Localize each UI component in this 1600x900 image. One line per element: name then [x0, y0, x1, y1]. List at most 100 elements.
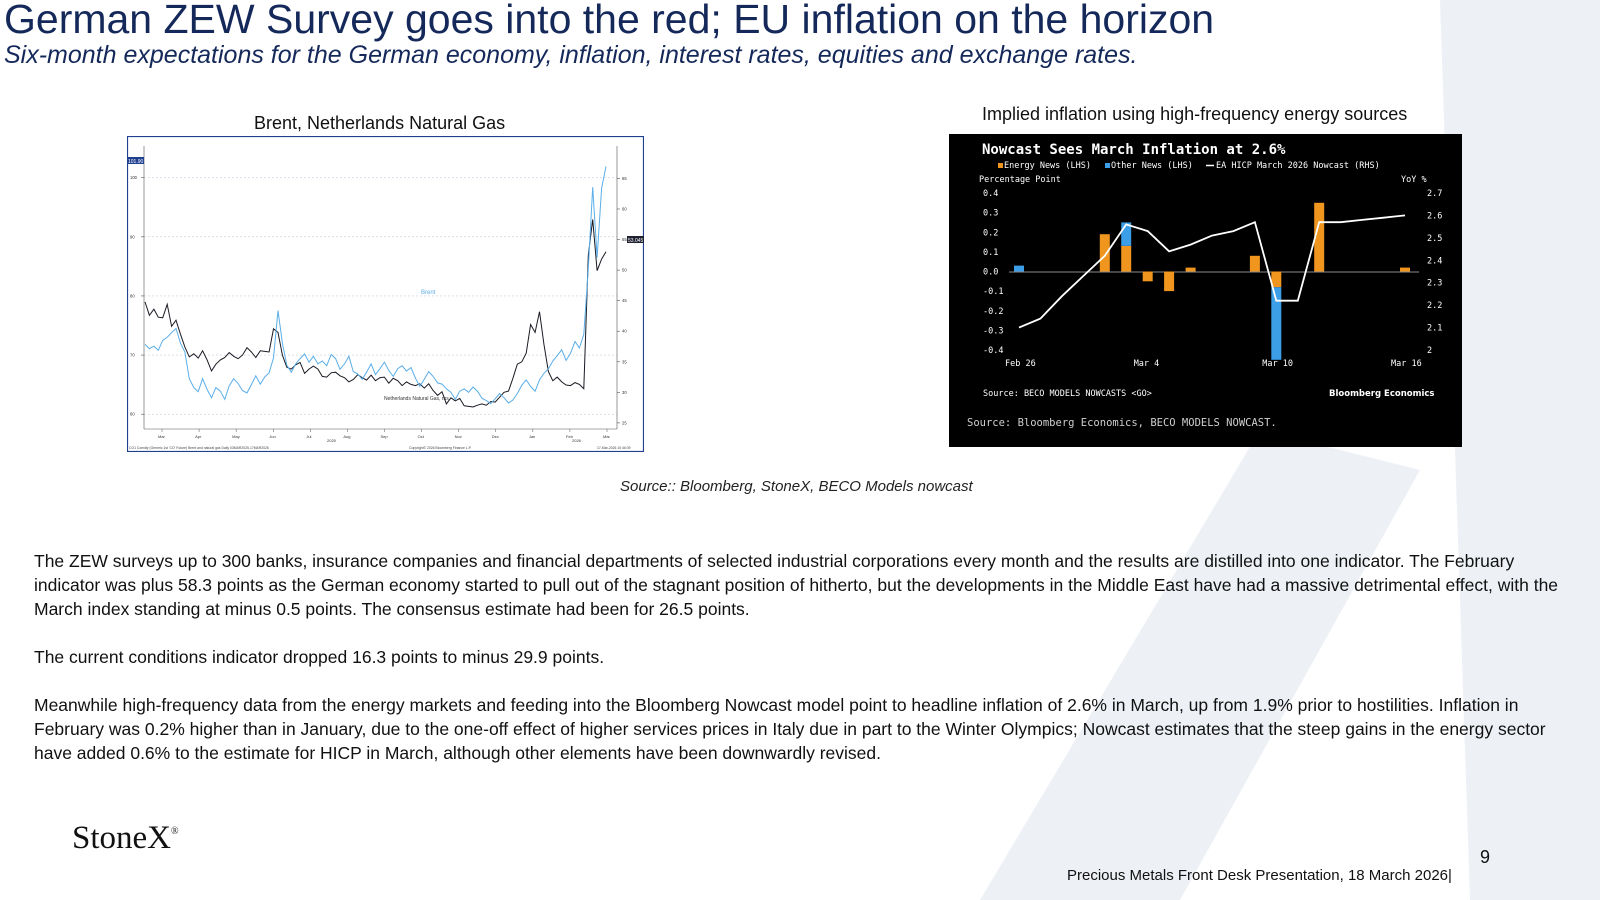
x-tick-label: Jun: [269, 434, 275, 439]
x-tick-label: Sep: [381, 434, 389, 439]
x-axis-ticks: Mar Apr May Jun Jul Aug Sep Oct Nov Dec Jan Feb Mar: [144, 428, 617, 439]
left-tick-label: 80: [130, 293, 135, 298]
nowcast-right-tick-label: 2.2: [1427, 301, 1442, 311]
footer-text: Precious Metals Front Desk Presentation,…: [1067, 867, 1452, 884]
x-tick-label: Dec: [492, 434, 499, 439]
right-last-value-box: [627, 236, 644, 243]
nowcast-right-tick-label: 2.5: [1427, 234, 1442, 244]
right-tick-label: 35: [622, 359, 627, 364]
nowcast-right-tick-label: 2.3: [1427, 279, 1442, 289]
year-label-2025: 2025: [327, 438, 337, 443]
energy-bar: [1099, 234, 1110, 272]
right-axis-ticks: 25 30 35 40 45 50 55 60 65: [616, 146, 627, 429]
x-tick-label: Aug: [343, 434, 350, 439]
right-tick-label: 40: [622, 329, 627, 334]
nowcast-left-tick-label: -0.4: [983, 346, 1003, 356]
nowcast-right-tick-label: 2.7: [1427, 189, 1442, 199]
x-tick-label: Oct: [418, 434, 425, 439]
brent-gas-chart: 60 70 80 90 100 25 30 35 40 45 50 55 60 65 Mar Apr May…: [127, 136, 644, 452]
brent-series-line: [144, 166, 607, 405]
energy-bar: [1400, 267, 1410, 272]
nowcast-left-tick-label: -0.1: [983, 287, 1003, 297]
right-tick-label: 60: [622, 207, 627, 212]
x-tick-label: Nov: [455, 434, 462, 439]
legend-other-swatch: [1105, 163, 1110, 168]
chart-footer-timestamp: 17-Mar-2026 10:46:39: [597, 446, 631, 450]
bloomberg-economics-brand: Bloomberg Economics: [1329, 389, 1434, 399]
left-axis-ticks: 60 70 80 90 100: [130, 146, 145, 429]
paragraph-current-conditions: The current conditions indicator dropped…: [34, 647, 605, 667]
left-last-value: 101.90: [128, 159, 144, 165]
nowcast-x-tick-label: Mar 16: [1391, 359, 1422, 369]
left-tick-label: 100: [130, 175, 138, 180]
logo-text: StoneX: [72, 820, 171, 856]
chart-frame: [127, 136, 644, 452]
source-note: Source:: Bloomberg, StoneX, BECO Models …: [620, 478, 973, 495]
left-axis-title: Percentage Point: [979, 175, 1061, 185]
nowcast-bars: [1014, 202, 1410, 360]
nowcast-left-tick-label: 0.0: [983, 268, 998, 278]
legend-other-label: Other News (LHS): [1111, 161, 1193, 171]
nowcast-left-tick-label: 0.4: [983, 189, 998, 199]
right-tick-label: 50: [622, 268, 627, 273]
nowcast-left-axis: -0.4 -0.3 -0.2 -0.1 0.0 0.1 0.2 0.3 0.4: [983, 189, 1003, 356]
nowcast-right-tick-label: 2.4: [1427, 256, 1442, 266]
nowcast-chart-background: [949, 134, 1462, 447]
page-number: 9: [1480, 847, 1491, 867]
nowcast-bottom-source: Source: Bloomberg Economics, BECO MODELS…: [967, 417, 1277, 429]
chart-footer-left: CO1 Comdty (Generic 1st 'CO' Future) Bre…: [129, 446, 269, 450]
energy-bar: [1249, 255, 1260, 272]
nowcast-right-axis: 2 2.1 2.2 2.3 2.4 2.5 2.6 2.7: [1427, 189, 1442, 356]
energy-bar: [1314, 202, 1325, 272]
x-tick-label: Mar: [158, 434, 166, 439]
legend-energy-label: Energy News (LHS): [1004, 161, 1091, 171]
chart-gridlines: [144, 177, 617, 415]
nowcast-legend: Energy News (LHS) Other News (LHS) EA HI…: [998, 161, 1380, 171]
legend-energy-swatch: [998, 163, 1003, 168]
nowcast-chart-title: Nowcast Sees March Inflation at 2.6%: [982, 142, 1286, 158]
right-tick-label: 55: [622, 237, 627, 242]
right-last-value: 53.045: [628, 238, 644, 244]
gas-series-label: Netherlands Natural Gas, rhs: [384, 396, 449, 402]
x-tick-label: Feb: [566, 434, 574, 439]
legend-nowcast-label: EA HICP March 2026 Nowcast (RHS): [1216, 161, 1380, 171]
left-chart-caption: Brent, Netherlands Natural Gas: [254, 113, 506, 133]
slide-title: German ZEW Survey goes into the red; EU …: [4, 0, 1215, 42]
x-tick-label: Jul: [306, 434, 311, 439]
nowcast-left-tick-label: 0.1: [983, 248, 998, 258]
right-tick-label: 45: [622, 298, 627, 303]
nowcast-right-tick-label: 2.6: [1427, 211, 1442, 221]
stonex-logo: StoneX®: [72, 820, 179, 857]
nowcast-right-tick-label: 2.1: [1427, 324, 1442, 334]
nowcast-line: [1018, 214, 1406, 329]
nowcast-x-tick-label: Mar 10: [1262, 359, 1293, 369]
other-bar: [1271, 287, 1282, 360]
nowcast-x-tick-label: Mar 4: [1134, 359, 1160, 369]
nowcast-chart: Nowcast Sees March Inflation at 2.6% Ene…: [949, 134, 1462, 447]
nowcast-x-tick-label: Feb 26: [1005, 359, 1036, 369]
nowcast-left-tick-label: -0.3: [983, 326, 1003, 336]
right-axis-title: YoY %: [1401, 175, 1427, 185]
energy-bar: [1142, 271, 1153, 282]
left-tick-label: 70: [130, 353, 135, 358]
left-tick-label: 60: [130, 412, 135, 417]
nowcast-left-tick-label: 0.2: [983, 228, 998, 238]
energy-bar: [1121, 246, 1132, 272]
slide-subtitle: Six-month expectations for the German ec…: [4, 41, 1138, 69]
nowcast-x-axis: Feb 26 Mar 4 Mar 10 Mar 16: [1005, 359, 1422, 369]
right-chart-caption: Implied inflation using high-frequency e…: [982, 104, 1408, 124]
nowcast-right-tick-label: 2: [1427, 346, 1432, 356]
chart-footer-copyright: Copyright© 2026 Bloomberg Finance L.P.: [409, 446, 472, 450]
x-tick-label: Apr: [195, 434, 202, 439]
left-tick-label: 90: [130, 234, 135, 239]
x-tick-label: Mar: [603, 434, 611, 439]
paragraph-zew: The ZEW surveys up to 300 banks, insuran…: [34, 551, 1559, 619]
right-tick-label: 30: [622, 390, 627, 395]
x-tick-label: May: [232, 434, 240, 439]
gas-series-line: [144, 219, 607, 408]
nowcast-source-line: Source: BECO MODELS NOWCASTS <GO>: [983, 389, 1152, 399]
paragraph-nowcast: Meanwhile high-frequency data from the e…: [34, 695, 1546, 763]
right-tick-label: 65: [622, 176, 627, 181]
energy-bar: [1271, 271, 1282, 288]
